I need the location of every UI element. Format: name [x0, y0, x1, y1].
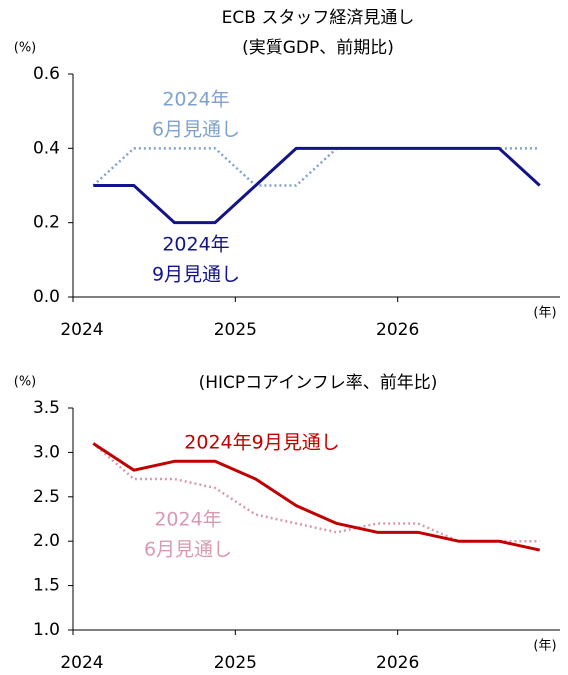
x-tick-label: 2025 — [214, 653, 257, 673]
y-tick-label: 1.0 — [33, 620, 60, 640]
y-tick-label: 3.5 — [33, 398, 60, 418]
y-tick-label: 2.5 — [33, 487, 60, 507]
series-label: 6月見通し — [152, 119, 240, 141]
y-tick-label: 3.0 — [33, 442, 60, 462]
y-tick-label: 2.0 — [33, 531, 60, 551]
y-tick-label: 0.2 — [33, 213, 60, 233]
y-unit: (%) — [14, 41, 37, 56]
x-tick-label: 2026 — [376, 653, 419, 673]
series-line — [92, 147, 540, 187]
chart-title: ECB スタッフ経済見通し — [222, 8, 415, 28]
series-label: 9月見通し — [152, 264, 240, 286]
y-tick-label: 0.6 — [33, 64, 60, 84]
y-tick-label: 1.5 — [33, 576, 60, 596]
y-tick-label: 0.0 — [33, 287, 60, 307]
x-tick-label: 2026 — [376, 320, 419, 340]
chart-title: (HICPコアインフレ率、前年比) — [199, 373, 438, 393]
series-label: 2024年 — [162, 234, 229, 256]
chart-subtitle: (実質GDP、前期比) — [242, 38, 394, 58]
series-label: 6月見通し — [144, 539, 232, 561]
series-label: 2024年9月見通し — [184, 432, 339, 454]
y-unit: (%) — [14, 375, 37, 390]
x-tick-label: 2024 — [60, 653, 103, 673]
series-label: 2024年 — [162, 89, 229, 111]
x-unit: (年) — [533, 639, 556, 654]
x-tick-label: 2024 — [60, 320, 103, 340]
series-label: 2024年 — [154, 509, 221, 531]
y-tick-label: 0.4 — [33, 138, 60, 158]
series-line — [92, 442, 541, 552]
series-line — [93, 146, 541, 225]
x-tick-label: 2025 — [214, 320, 257, 340]
x-unit: (年) — [533, 306, 556, 321]
